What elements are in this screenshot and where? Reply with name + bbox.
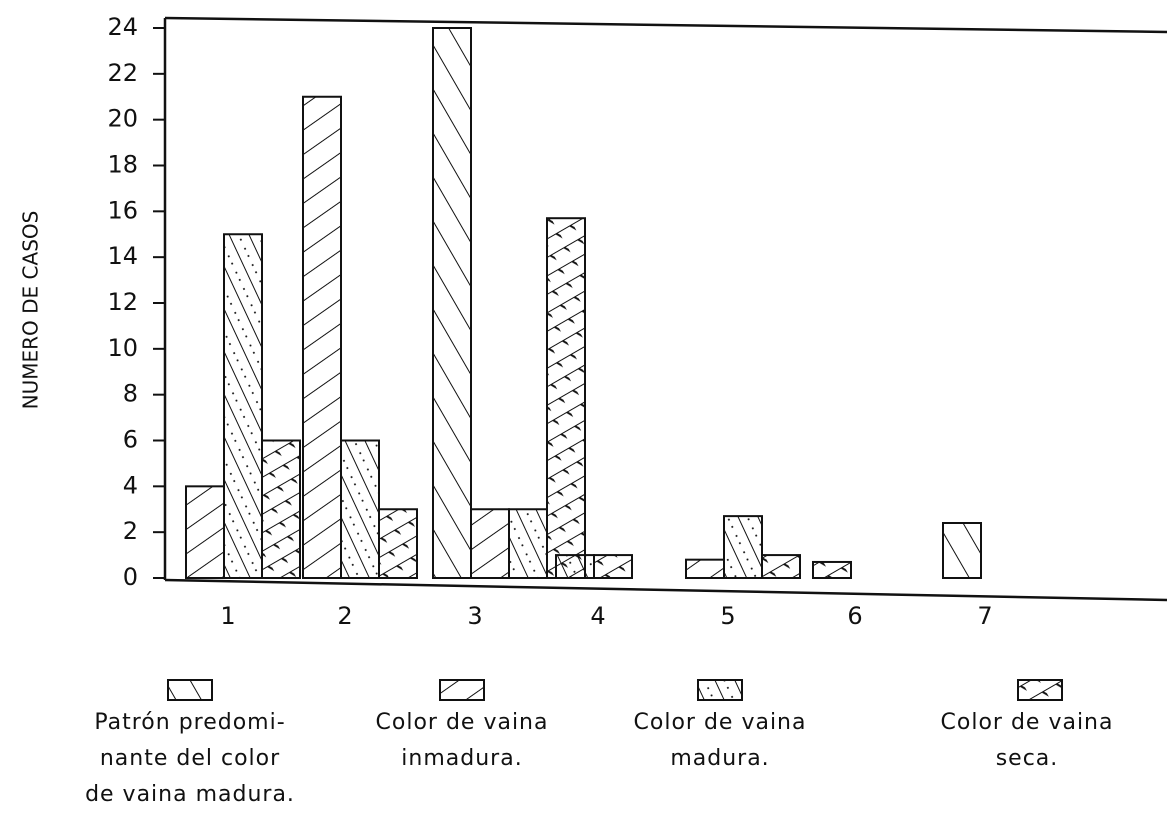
legend-swatch (167, 679, 213, 701)
y-tick-label: 20 (107, 105, 138, 133)
y-tick-label: 6 (123, 426, 138, 454)
legend-label: Patrón predomi- nante del color de vaina… (85, 710, 295, 807)
y-tick-label: 14 (107, 242, 138, 270)
x-tick-label: 5 (720, 602, 735, 630)
bar (223, 233, 263, 579)
bar (508, 508, 548, 579)
x-tick-label: 4 (590, 602, 605, 630)
bar (593, 554, 633, 579)
frame-top (164, 16, 1167, 34)
y-tick-label: 8 (123, 380, 138, 408)
y-tick-label: 16 (107, 196, 138, 224)
bar (555, 554, 595, 579)
bar (302, 95, 342, 579)
bar (261, 439, 301, 579)
y-tick-label: 10 (107, 334, 138, 362)
x-tick-label: 1 (220, 602, 235, 630)
legend-label: Color de vaina madura. (633, 710, 807, 771)
y-tick-label: 0 (123, 563, 138, 591)
bar (340, 439, 380, 579)
y-tick-label: 12 (107, 288, 138, 316)
x-axis (164, 578, 1167, 602)
y-axis-label: NUMERO DE CASOS (19, 211, 43, 410)
bar (685, 558, 725, 580)
x-tick-label: 3 (467, 602, 482, 630)
legend-label: Color de vaina inmadura. (375, 710, 549, 771)
x-tick-label: 7 (977, 602, 992, 630)
legend-swatch (1017, 679, 1063, 701)
bar (723, 515, 763, 579)
bar (378, 508, 418, 579)
bar (185, 485, 225, 580)
y-tick-label: 2 (123, 517, 138, 545)
bar (546, 217, 586, 579)
bar (470, 508, 510, 579)
legend-swatch (697, 679, 743, 701)
x-tick-label: 2 (337, 602, 352, 630)
x-tick-label: 6 (847, 602, 862, 630)
y-tick-label: 24 (107, 13, 138, 41)
y-tick-label: 4 (123, 471, 138, 499)
y-tick-label: 22 (107, 59, 138, 87)
legend-label: Color de vaina seca. (940, 710, 1114, 771)
bar (432, 27, 472, 579)
bar (761, 554, 801, 579)
y-tick-label: 18 (107, 151, 138, 179)
bar (812, 560, 852, 579)
bar (942, 522, 982, 579)
legend-swatch (439, 679, 485, 701)
